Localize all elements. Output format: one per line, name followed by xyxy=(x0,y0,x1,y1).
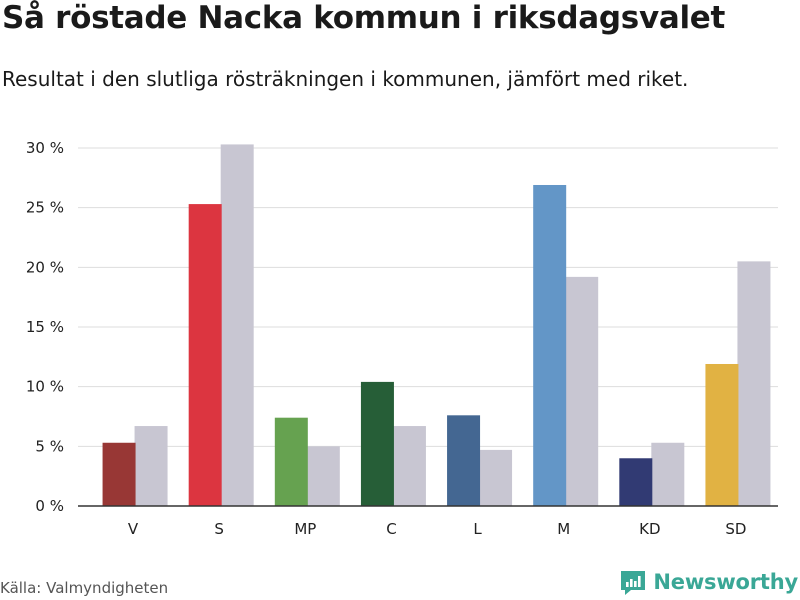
chart-title: Så röstade Nacka kommun i riksdagsvalet xyxy=(2,0,726,36)
bar-national-s xyxy=(220,144,254,507)
bar-national-v xyxy=(134,426,168,506)
bar-national-c xyxy=(392,426,426,506)
source-note: Källa: Valmyndigheten xyxy=(0,579,169,597)
x-tick-label: M xyxy=(557,520,570,538)
bars xyxy=(102,144,771,507)
bar-kommun-m xyxy=(533,184,567,506)
brand-name: Newsworthy xyxy=(653,570,798,594)
bar-kommun-c xyxy=(360,381,394,506)
y-tick-label: 10 % xyxy=(26,378,64,396)
x-tick-label: S xyxy=(214,520,224,538)
y-tick-label: 30 % xyxy=(26,139,64,157)
x-tick-label: KD xyxy=(639,520,660,538)
bar-kommun-mp xyxy=(274,417,308,506)
y-tick-label: 0 % xyxy=(35,497,64,515)
newsworthy-logo-icon xyxy=(621,571,646,595)
bar-kommun-v xyxy=(102,442,136,506)
x-tick-label: C xyxy=(386,520,396,538)
brand-logo[interactable]: Newsworthy xyxy=(619,568,798,596)
y-tick-label: 20 % xyxy=(26,258,64,276)
y-tick-label: 15 % xyxy=(26,318,64,336)
x-tick-label: MP xyxy=(294,520,316,538)
x-tick-label: SD xyxy=(725,520,746,538)
y-tick-label: 5 % xyxy=(35,437,64,455)
bar-kommun-kd xyxy=(619,458,653,506)
chart-subtitle: Resultat i den slutliga rösträkningen i … xyxy=(2,67,689,91)
y-tick-label: 25 % xyxy=(26,199,64,217)
bar-kommun-s xyxy=(188,204,222,506)
bar-national-m xyxy=(565,276,599,506)
gridlines xyxy=(78,147,778,447)
axes: 0 % 5 % 10 % 15 % 20 % 25 % 30 % V S MP C L M KD SD xyxy=(26,139,778,538)
bar-national-kd xyxy=(651,442,685,506)
x-tick-label: V xyxy=(128,520,139,538)
bar-kommun-l xyxy=(447,415,481,506)
bar-national-mp xyxy=(306,446,340,506)
bar-national-l xyxy=(479,449,513,506)
bar-kommun-sd xyxy=(705,363,739,506)
x-tick-label: L xyxy=(473,520,482,538)
bar-national-sd xyxy=(737,261,771,506)
